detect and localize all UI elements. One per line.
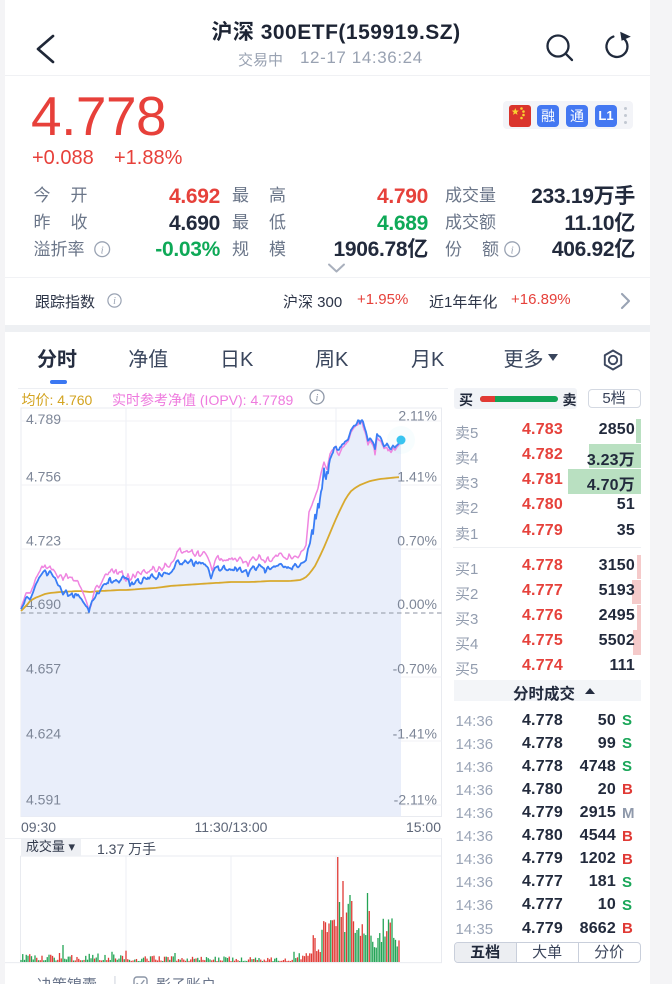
svg-text:4.789: 4.789 <box>26 411 61 427</box>
svg-text:0.70%: 0.70% <box>397 533 437 549</box>
svg-text:4.657: 4.657 <box>26 661 61 677</box>
svg-text:1.41%: 1.41% <box>397 469 437 485</box>
svg-text:i: i <box>113 296 116 307</box>
svg-text:i: i <box>100 244 103 256</box>
svg-text:4.690: 4.690 <box>26 596 61 612</box>
svg-text:11:30/13:00: 11:30/13:00 <box>195 819 268 835</box>
svg-text:09:30: 09:30 <box>21 819 56 835</box>
svg-text:-2.11%: -2.11% <box>394 792 437 808</box>
svg-text:4.723: 4.723 <box>26 533 61 549</box>
svg-text:4.624: 4.624 <box>26 726 61 742</box>
svg-text:2.11%: 2.11% <box>398 408 437 424</box>
svg-text:-1.41%: -1.41% <box>393 726 437 742</box>
svg-text:4.591: 4.591 <box>26 792 61 808</box>
svg-text:0.00%: 0.00% <box>397 596 437 612</box>
svg-text:4.756: 4.756 <box>26 469 61 485</box>
svg-text:i: i <box>316 393 319 404</box>
svg-text:i: i <box>511 244 514 256</box>
svg-text:-0.70%: -0.70% <box>393 661 437 677</box>
svg-text:15:00: 15:00 <box>406 819 441 835</box>
